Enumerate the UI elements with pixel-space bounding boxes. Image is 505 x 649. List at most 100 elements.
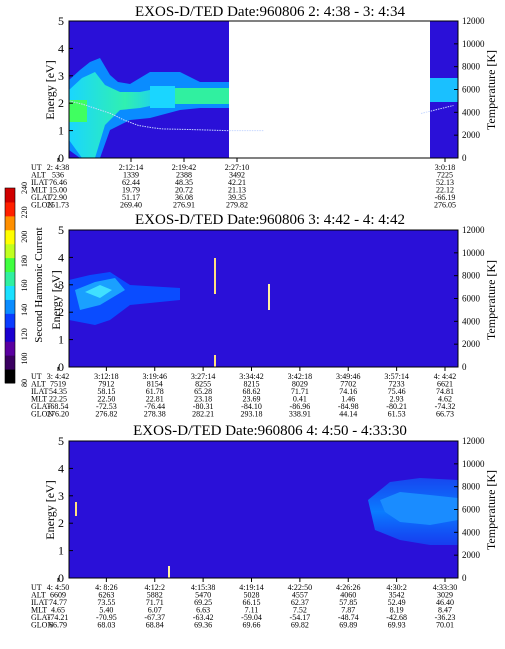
- orbit-cell: 68.62: [243, 387, 261, 396]
- colorbar-ticks: 80 100 120 140 160 180 200 220 240: [20, 182, 29, 387]
- orbit-cell: 6.63: [196, 606, 210, 615]
- panel-1-title: EXOS-D/TED Date:960806 2: 4:38 - 3: 4:34: [135, 4, 405, 20]
- y-tick-label: 1: [58, 333, 64, 347]
- orbit-cell: 4:30:2: [386, 583, 406, 592]
- orbit-row-label: GLAT: [31, 193, 52, 202]
- colorbar-swatch: [5, 313, 15, 328]
- orbit-cell: 536: [52, 171, 64, 180]
- orbit-cell: 66.73: [436, 410, 454, 419]
- orbit-cell: -80.31: [193, 402, 214, 411]
- orbit-cell: 76.46: [49, 178, 67, 187]
- panel-3-title: EXOS-D/TED Date:960806 4: 4:50 - 4:33:30: [133, 423, 407, 439]
- orbit-cell: 7225: [437, 171, 453, 180]
- panel-3-y2label: Temperature [K]: [484, 470, 498, 550]
- orbit-cell: 4: 4:42: [434, 372, 456, 381]
- y2-tick-label: 4000: [462, 527, 481, 537]
- orbit-cell: 2: 4:38: [47, 163, 69, 172]
- orbit-cell: 4:26:26: [336, 583, 360, 592]
- colorbar-swatch: [5, 355, 15, 370]
- orbit-cell: 19.79: [122, 186, 140, 195]
- orbit-cell: 4:15:38: [191, 583, 215, 592]
- orbit-cell: -48.74: [338, 613, 359, 622]
- colorbar-tick-label: 120: [20, 328, 29, 340]
- orbit-cell: 69.89: [339, 621, 357, 630]
- orbit-cell: -72.53: [96, 402, 117, 411]
- panel-2-spike-3: [214, 355, 216, 367]
- orbit-cell: 8154: [147, 380, 163, 389]
- y2-tick-label: 6000: [462, 294, 481, 304]
- orbit-cell: 3:42:18: [288, 372, 312, 381]
- orbit-cell: 7912: [98, 380, 114, 389]
- orbit-cell: 57.85: [339, 598, 357, 607]
- y-tick-label: 3: [58, 489, 64, 503]
- orbit-cell: 69.82: [291, 621, 309, 630]
- orbit-cell: 3:12:18: [94, 372, 118, 381]
- orbit-cell: 279.82: [226, 201, 248, 210]
- y-tick-label: 2: [58, 305, 64, 319]
- panel-3-ylabel: Energy [eV]: [43, 480, 57, 539]
- orbit-cell: 7233: [389, 380, 405, 389]
- panel-1-data-gap: [229, 21, 430, 158]
- panel-1: EXOS-D/TED Date:960806 2: 4:38 - 3: 4:34…: [31, 4, 498, 210]
- y2-tick-label: 10000: [462, 248, 485, 258]
- orbit-cell: 69.66: [243, 621, 261, 630]
- colorbar-tick-label: 160: [20, 280, 29, 292]
- y-tick-label: 4: [58, 250, 64, 264]
- orbit-cell: 2:12:14: [119, 163, 143, 172]
- y-tick-label: 1: [58, 544, 64, 558]
- y2-tick-label: 8000: [462, 62, 481, 72]
- orbit-row-label: MLT: [31, 606, 47, 615]
- y2-tick-label: 0: [462, 362, 467, 372]
- orbit-row-label: UT: [31, 372, 42, 381]
- orbit-cell: 3029: [437, 591, 453, 600]
- orbit-cell: -84.10: [241, 402, 262, 411]
- orbit-cell: 7.11: [245, 606, 259, 615]
- orbit-cell: 71.71: [291, 387, 309, 396]
- orbit-row-label: GLON: [31, 410, 53, 419]
- orbit-cell: 68.03: [97, 621, 115, 630]
- orbit-cell: 3:49:46: [336, 372, 360, 381]
- panel-1-green-band: [175, 88, 229, 104]
- colorbar-swatch: [5, 243, 15, 259]
- orbit-cell: 68.84: [146, 621, 164, 630]
- orbit-row-label: ILAT: [31, 598, 48, 607]
- y2-tick-label: 10000: [462, 459, 485, 469]
- orbit-cell: 61.78: [146, 387, 164, 396]
- y-tick-label: 0: [58, 360, 64, 374]
- orbit-cell: 3:0:18: [435, 163, 455, 172]
- colorbar-tick-label: 240: [20, 182, 29, 194]
- panel-1-temperature-trace: [68, 100, 264, 132]
- orbit-cell: 276.91: [173, 201, 195, 210]
- orbit-cell: 4:12:2: [145, 583, 165, 592]
- orbit-cell: -68.54: [48, 402, 69, 411]
- colorbar-label: Second Harmonic Current: [33, 227, 45, 342]
- y-tick-label: 1: [58, 124, 64, 138]
- orbit-cell: -36.23: [435, 613, 456, 622]
- colorbar-frame: [4, 187, 16, 384]
- orbit-cell: 23.18: [194, 395, 212, 404]
- orbit-cell: 0.41: [293, 395, 307, 404]
- orbit-cell: 4:33:30: [433, 583, 457, 592]
- orbit-row-label: GLAT: [31, 402, 52, 411]
- y-tick-label: 5: [58, 434, 64, 448]
- orbit-cell: 8.47: [438, 606, 452, 615]
- orbit-cell: 7702: [340, 380, 356, 389]
- colorbar-swatch: [5, 229, 15, 245]
- orbit-cell: 278.38: [144, 410, 166, 419]
- orbit-row-label: UT: [31, 583, 42, 592]
- orbit-cell: 3:34:42: [239, 372, 263, 381]
- orbit-cell: 44.14: [339, 410, 357, 419]
- orbit-cell: 5028: [244, 591, 260, 600]
- orbit-cell: 4:22:50: [288, 583, 312, 592]
- panel-2-spike-2: [268, 284, 270, 310]
- y2-tick-label: 8000: [462, 482, 481, 492]
- orbit-cell: 276.05: [434, 201, 456, 210]
- panel-3-y-axis: 0 1 2 3 4 5: [58, 434, 73, 585]
- y2-tick-label: 2000: [462, 550, 481, 560]
- y-tick-label: 0: [58, 571, 64, 585]
- orbit-cell: 65.28: [194, 387, 212, 396]
- orbit-row-label: GLON: [31, 621, 53, 630]
- orbit-cell: 62.44: [122, 178, 140, 187]
